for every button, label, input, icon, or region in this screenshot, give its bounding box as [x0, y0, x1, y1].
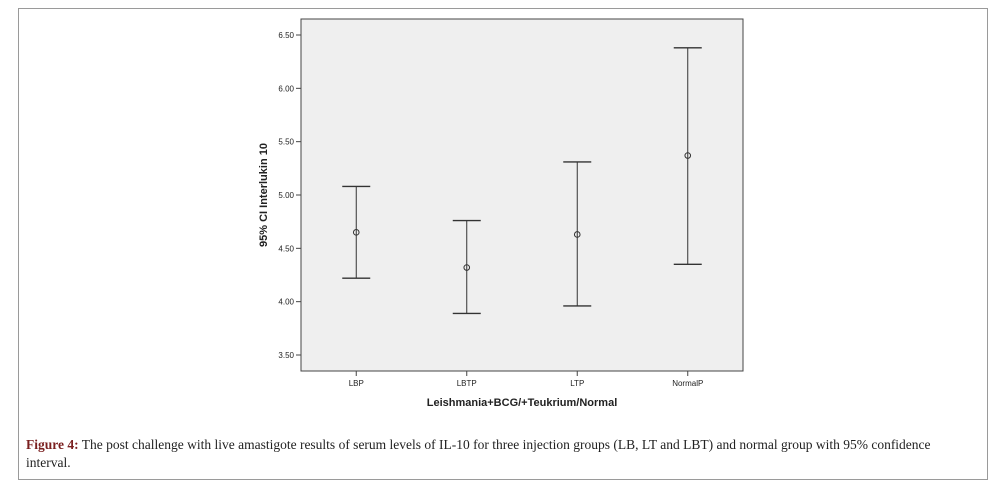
- mean-point-LBTP: [463, 264, 471, 271]
- x-tick-label: LBTP: [457, 379, 477, 388]
- figure-caption: Figure 4: The post challenge with live a…: [26, 436, 976, 472]
- x-axis-label: Leishmania+BCG/+Teukrium/Normal: [427, 397, 618, 409]
- y-tick-label: 4.50: [278, 244, 294, 253]
- y-axis-label: 95% CI Interlukin 10: [258, 143, 270, 247]
- y-tick-label: 4.00: [278, 298, 294, 307]
- y-tick-label: 5.00: [278, 191, 294, 200]
- figure-caption-text: The post challenge with live amastigote …: [26, 437, 931, 470]
- mean-point-NormalP: [684, 152, 692, 159]
- x-tick-label: NormalP: [672, 379, 703, 388]
- x-axis: LBP LBTP LTP NormalP: [349, 371, 703, 388]
- y-tick-label: 5.50: [278, 138, 294, 147]
- errorbar-chart: 3.50 4.00 4.50 5.00 5.50 6.00 6.50 LBP LBTP LTP N…: [258, 18, 744, 409]
- y-tick-label: 6.00: [278, 84, 294, 93]
- error-bars: [342, 47, 702, 315]
- figure-label: Figure 4:: [26, 437, 79, 452]
- mean-point-LBP: [352, 229, 360, 236]
- y-tick-label: 6.50: [278, 31, 294, 40]
- x-tick-label: LBP: [349, 379, 364, 388]
- x-tick-label: LTP: [570, 379, 584, 388]
- y-axis: 3.50 4.00 4.50 5.00 5.50 6.00 6.50: [278, 31, 301, 360]
- plot-area: [300, 18, 744, 372]
- mean-point-LTP: [573, 231, 581, 238]
- y-tick-label: 3.50: [278, 351, 294, 360]
